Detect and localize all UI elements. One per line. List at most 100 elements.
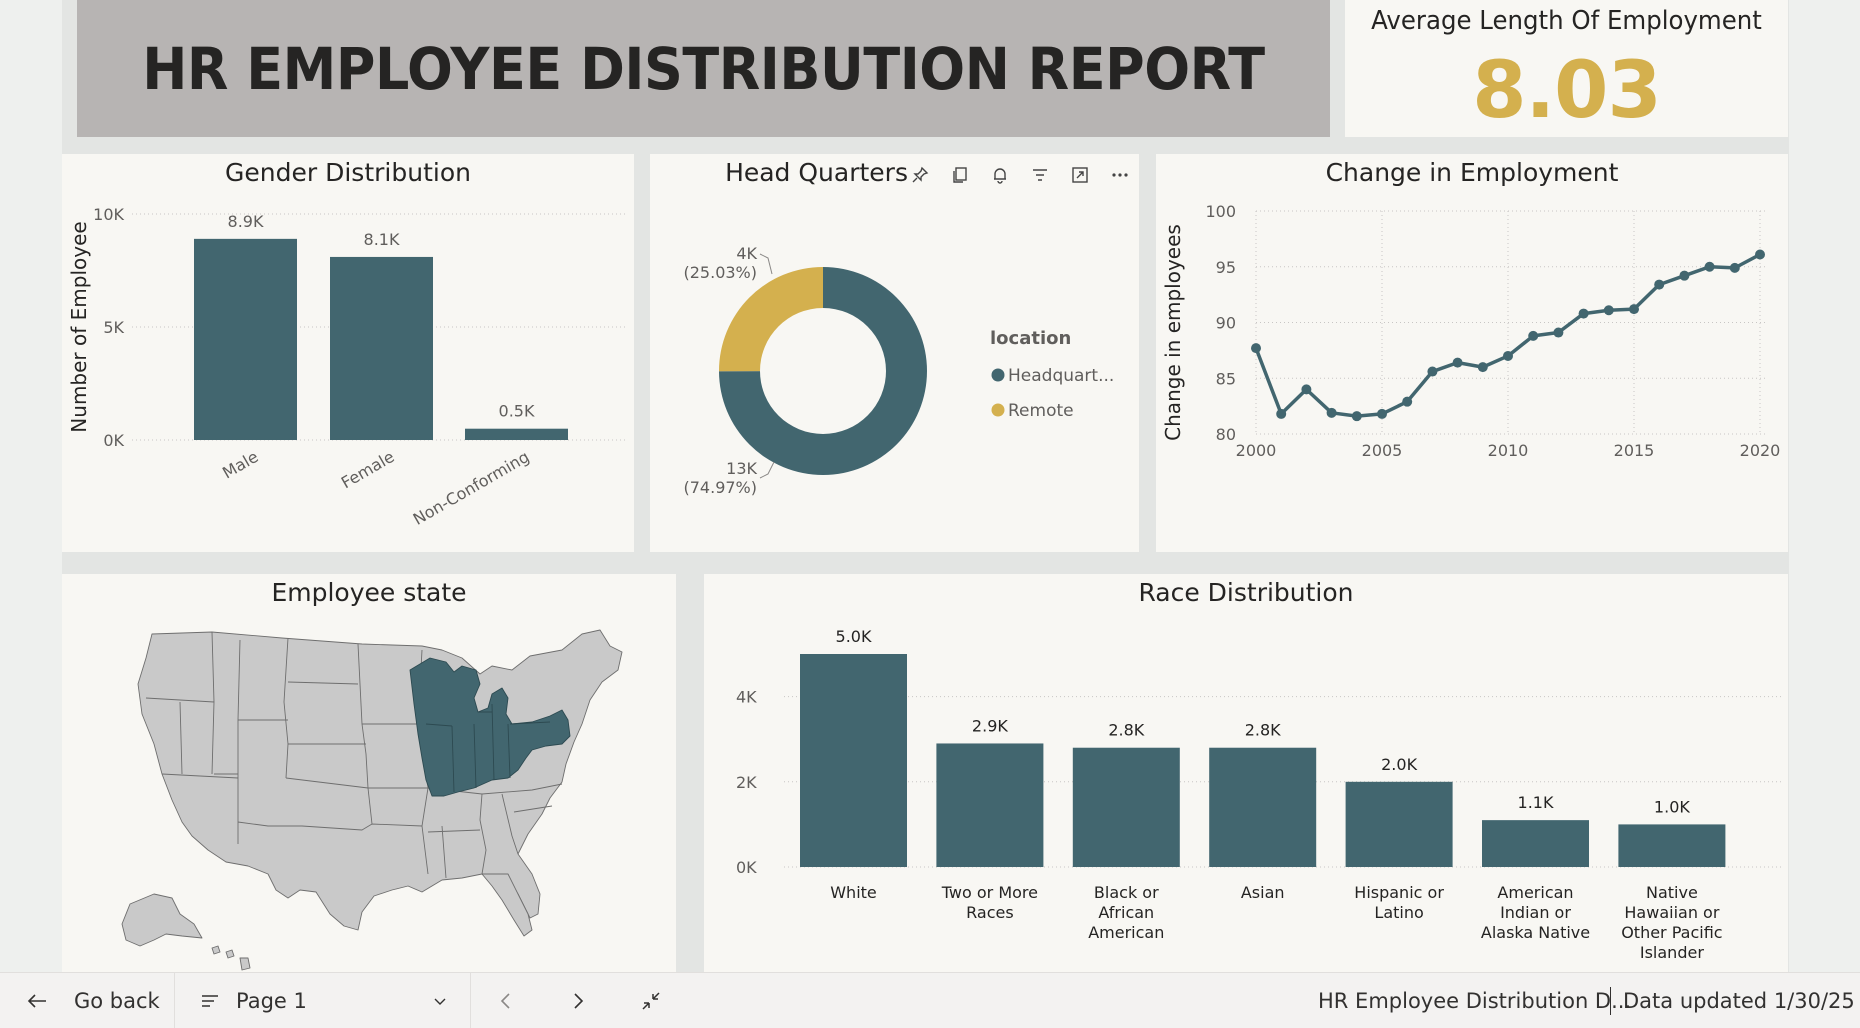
race-category-label: Alaska Native [1481, 923, 1590, 942]
gender-y-axis-title: Number of Employee [67, 221, 91, 432]
go-back-button[interactable]: Go back [26, 973, 160, 1028]
employment-xtick-label: 2000 [1236, 441, 1277, 460]
gender-data-label: 0.5K [499, 402, 535, 421]
race-category-label: Native [1646, 883, 1698, 902]
kpi-value: 8.03 [1472, 46, 1661, 136]
race-data-label: 1.1K [1518, 793, 1554, 812]
hawaii-shape [211, 945, 251, 971]
employment-xtick-label: 2015 [1614, 441, 1655, 460]
go-back-label: Go back [74, 989, 160, 1013]
employment-point [1402, 396, 1413, 407]
race-category-label: Two or More [941, 883, 1038, 902]
donut-legend-label: Headquart... [1008, 366, 1114, 386]
employment-point [1679, 270, 1690, 281]
gender-category-label: Non-Conforming [410, 447, 533, 529]
employment-point [1528, 330, 1539, 341]
kpi-card[interactable]: Average Length Of Employment 8.03 [1345, 0, 1788, 137]
report-title: HR EMPLOYEE DISTRIBUTION REPORT [142, 34, 1265, 103]
employment-point [1276, 408, 1287, 419]
focus-mode-icon[interactable] [1060, 158, 1100, 192]
us-mainland-shape [137, 629, 623, 931]
donut-legend-label: Remote [1008, 401, 1074, 421]
race-data-label: 2.0K [1381, 755, 1417, 774]
donut-remote-value-label: 4K [736, 244, 757, 263]
employment-point [1755, 249, 1765, 260]
donut-remote-percent-label: (25.03%) [684, 263, 758, 282]
race-bar [1345, 781, 1453, 867]
race-bar [1618, 824, 1726, 867]
employee-state-tile[interactable]: Employee state [62, 574, 676, 972]
race-chart-title: Race Distribution [1138, 578, 1354, 607]
race-ytick-label: 4K [736, 688, 757, 707]
employment-point [1452, 357, 1463, 368]
gender-data-label: 8.1K [364, 230, 400, 249]
employment-ytick-label: 85 [1216, 369, 1236, 388]
gender-ytick-label: 10K [93, 205, 124, 224]
change-in-employment-tile[interactable]: Change in Employment 80 85 90 95 100 2000 2005… [1156, 154, 1788, 552]
donut-hq-value-label: 13K [726, 459, 757, 478]
race-category-label: African [1098, 903, 1154, 922]
employment-y-axis-title: Change in employees [1161, 224, 1185, 441]
employment-point [1326, 407, 1337, 418]
bell-icon[interactable] [980, 158, 1020, 192]
race-category-label: American [1497, 883, 1573, 902]
gender-bar [465, 428, 568, 440]
page-label: Page 1 [236, 989, 307, 1013]
employment-point [1477, 362, 1488, 373]
race-bar [1072, 747, 1180, 867]
race-category-label: Latino [1374, 903, 1423, 922]
employment-xtick-label: 2010 [1488, 441, 1529, 460]
report-name: HR Employee Distribution D... [1318, 989, 1632, 1013]
donut-hq-percent-label: (74.97%) [684, 478, 758, 497]
next-page-button[interactable] [570, 973, 586, 1028]
race-distribution-tile[interactable]: Race Distribution 0K 2K 4K 5.0K White 2.9K Two… [704, 574, 1788, 972]
gender-ytick-label: 5K [103, 318, 124, 337]
report-title-banner: HR EMPLOYEE DISTRIBUTION REPORT [77, 0, 1330, 137]
donut-legend-title: location [990, 328, 1071, 349]
donut-hq-leader-line [759, 461, 775, 479]
employment-point [1603, 305, 1614, 316]
pin-icon[interactable] [900, 158, 940, 192]
filter-icon[interactable] [1020, 158, 1060, 192]
gender-distribution-tile[interactable]: Gender Distribution 0K 5K 10K Number of Emp… [62, 154, 634, 552]
race-category-label: White [830, 883, 877, 902]
headquarters-tile[interactable]: Head Quarters 4K (25.03%) 13K (74.97%) locat… [650, 154, 1139, 552]
employment-point [1503, 350, 1513, 361]
more-options-icon[interactable] [1100, 158, 1140, 192]
gender-category-label: Male [219, 447, 261, 482]
race-category-label: Islander [1640, 943, 1704, 962]
fit-to-page-button[interactable] [640, 973, 662, 1028]
donut-legend-marker [991, 368, 1005, 382]
employment-chart-title: Change in Employment [1325, 158, 1619, 187]
chevron-left-icon [500, 993, 510, 1009]
employment-xtick-label: 2005 [1362, 441, 1403, 460]
employment-xtick-label: 2020 [1740, 441, 1781, 460]
arrow-left-icon [27, 994, 46, 1008]
gender-bar [194, 238, 297, 440]
employment-point [1578, 308, 1589, 319]
visual-header-toolbar [900, 158, 1140, 192]
alaska-shape [121, 893, 203, 947]
florida-shape [481, 873, 533, 937]
copy-icon[interactable] [940, 158, 980, 192]
list-icon [202, 995, 218, 1007]
employment-point [1251, 343, 1261, 354]
gender-chart-title: Gender Distribution [225, 158, 471, 187]
gender-ytick-label: 0K [103, 431, 124, 450]
race-bar [800, 654, 907, 867]
state-map-title: Employee state [271, 578, 467, 607]
race-bar [936, 743, 1044, 867]
employment-point [1351, 411, 1362, 422]
donut-slice [719, 267, 927, 475]
employment-ytick-label: 90 [1216, 314, 1236, 333]
page-selector-dropdown[interactable]: Page 1 [200, 973, 448, 1028]
chevron-right-icon [574, 993, 584, 1009]
previous-page-button[interactable] [498, 973, 514, 1028]
race-category-label: Indian or [1500, 903, 1571, 922]
us-state-map [121, 629, 623, 971]
collapse-icon [642, 992, 660, 1010]
employment-point [1704, 261, 1715, 272]
race-bar [1209, 747, 1317, 867]
donut-legend-marker [991, 403, 1005, 417]
